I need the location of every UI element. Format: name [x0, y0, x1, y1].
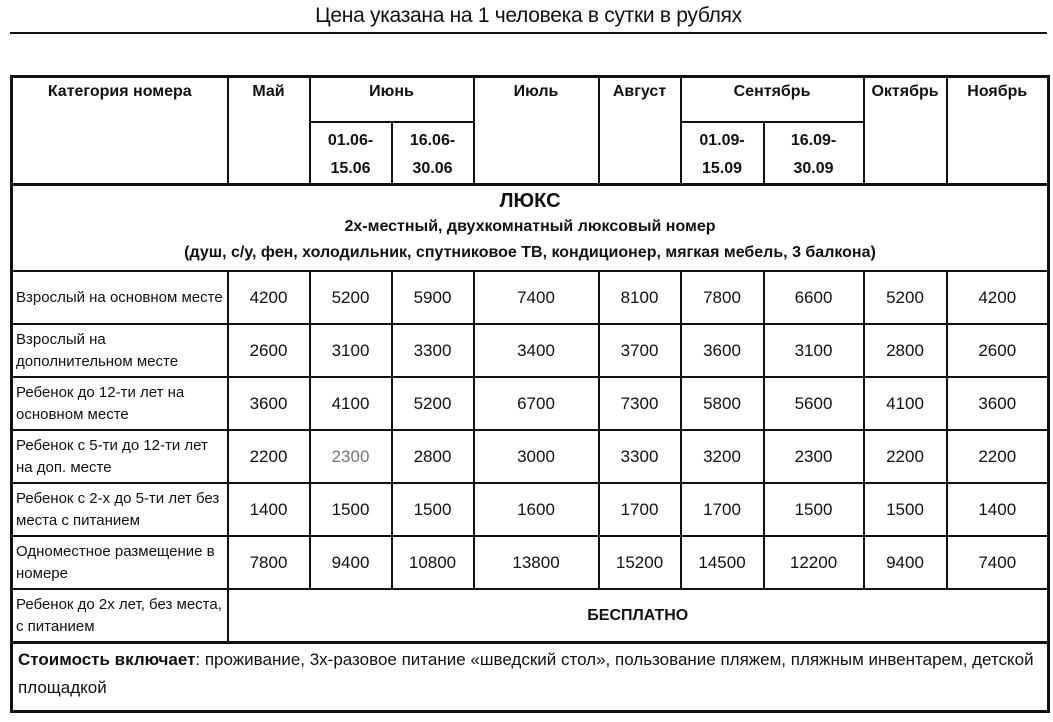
room-header: ЛЮКС 2х-местный, двухкомнатный люксовый …	[10, 183, 1050, 272]
price-cell: 2200	[226, 429, 311, 484]
price-cell: 14500	[679, 535, 765, 590]
table-row: Ребенок с 2-х до 5-ти лет без места с пи…	[10, 482, 1050, 537]
footer-row: Стоимость включает: проживание, 3х-разов…	[10, 641, 1050, 713]
title-underline	[10, 32, 1047, 34]
price-cell: 5600	[762, 376, 865, 431]
price-cell: 7300	[597, 376, 682, 431]
price-cell: 1500	[762, 482, 865, 537]
price-cell: 9400	[862, 535, 948, 590]
price-cell: 1500	[390, 482, 475, 537]
price-cell: 2800	[390, 429, 475, 484]
table-row: Одноместное размещение в номере 7800 9400 1…	[10, 535, 1050, 590]
price-cell: 7400	[472, 270, 600, 325]
price-cell: 2300	[762, 429, 865, 484]
row-category: Ребенок до 12-ти лет на основном месте	[10, 376, 229, 431]
price-cell: 1700	[679, 482, 765, 537]
price-cell: 1700	[597, 482, 682, 537]
header-sept-2: 16.09- 30.09	[762, 121, 865, 186]
price-cell: 2600	[945, 323, 1050, 378]
header-june-1: 01.06- 15.06	[308, 121, 393, 186]
free-row: Ребенок до 2х лет, без места, с питанием…	[10, 588, 1050, 644]
header-september: Сентябрь	[679, 75, 865, 123]
free-value: БЕСПЛАТНО	[226, 588, 1050, 644]
price-cell: 4200	[226, 270, 311, 325]
row-category: Ребенок с 5-ти до 12-ти лет на доп. мест…	[10, 429, 229, 484]
price-cell: 2200	[862, 429, 948, 484]
price-cell: 3600	[226, 376, 311, 431]
header-august: Август	[597, 75, 682, 186]
room-name: ЛЮКС	[499, 190, 561, 212]
room-amenities: (душ, с/у, фен, холодильник, спутниковое…	[184, 244, 876, 261]
price-cell: 2200	[945, 429, 1050, 484]
row-category: Ребенок с 2-х до 5-ти лет без места с пи…	[10, 482, 229, 537]
row-category: Ребенок до 2х лет, без места, с питанием	[10, 588, 229, 644]
header-june: Июнь	[308, 75, 475, 123]
price-cell: 2300	[308, 429, 393, 484]
price-cell: 3000	[472, 429, 600, 484]
price-cell: 7400	[945, 535, 1050, 590]
price-cell: 5900	[390, 270, 475, 325]
price-cell: 4200	[945, 270, 1050, 325]
price-cell: 3100	[308, 323, 393, 378]
price-cell: 7800	[226, 535, 311, 590]
price-cell: 1600	[472, 482, 600, 537]
price-cell: 5200	[862, 270, 948, 325]
price-cell: 2600	[226, 323, 311, 378]
price-cell: 10800	[390, 535, 475, 590]
includes-text: : проживание, 3х-разовое питание «шведск…	[18, 650, 1034, 697]
price-cell: 5200	[308, 270, 393, 325]
price-cell: 5800	[679, 376, 765, 431]
price-cell: 6700	[472, 376, 600, 431]
price-cell: 4100	[308, 376, 393, 431]
page-title: Цена указана на 1 человека в сутки в руб…	[315, 4, 742, 27]
price-cell: 6600	[762, 270, 865, 325]
table-row: Ребенок до 12-ти лет на основном месте 36…	[10, 376, 1050, 431]
row-category: Взрослый на основном месте	[10, 270, 229, 325]
price-cell: 5200	[390, 376, 475, 431]
header-sept-1: 01.09- 15.09	[679, 121, 765, 186]
price-cell: 4100	[862, 376, 948, 431]
header-october: Октябрь	[862, 75, 948, 186]
header-june-2: 16.06- 30.06	[390, 121, 475, 186]
includes-note: Стоимость включает: проживание, 3х-разов…	[10, 641, 1050, 713]
price-cell: 15200	[597, 535, 682, 590]
price-cell: 3100	[762, 323, 865, 378]
table-row: Взрослый на основном месте 4200 5200 5900 74…	[10, 270, 1050, 325]
header-november: Ноябрь	[945, 75, 1050, 186]
price-cell: 3300	[390, 323, 475, 378]
row-category: Одноместное размещение в номере	[10, 535, 229, 590]
price-cell: 9400	[308, 535, 393, 590]
header-category: Категория номера	[10, 75, 229, 186]
price-cell: 3300	[597, 429, 682, 484]
header-may: Май	[226, 75, 311, 186]
price-cell: 3600	[945, 376, 1050, 431]
price-cell: 8100	[597, 270, 682, 325]
price-cell: 1400	[226, 482, 311, 537]
price-cell: 3200	[679, 429, 765, 484]
header-july: Июль	[472, 75, 600, 186]
table-row: Ребенок с 5-ти до 12-ти лет на доп. мест…	[10, 429, 1050, 484]
price-cell: 3600	[679, 323, 765, 378]
price-cell: 1400	[945, 482, 1050, 537]
row-category: Взрослый на дополнительном месте	[10, 323, 229, 378]
includes-label: Стоимость включает	[18, 650, 196, 669]
room-description: 2х-местный, двухкомнатный люксовый номер	[344, 218, 716, 235]
price-cell: 7800	[679, 270, 765, 325]
price-cell: 1500	[862, 482, 948, 537]
price-cell: 3700	[597, 323, 682, 378]
price-cell: 1500	[308, 482, 393, 537]
price-cell: 12200	[762, 535, 865, 590]
table-row: Взрослый на дополнительном месте 2600 3100…	[10, 323, 1050, 378]
price-cell: 3400	[472, 323, 600, 378]
price-table: Категория номера Май Июнь Июль Август Се…	[10, 75, 1051, 713]
price-cell: 2800	[862, 323, 948, 378]
price-cell: 13800	[472, 535, 600, 590]
